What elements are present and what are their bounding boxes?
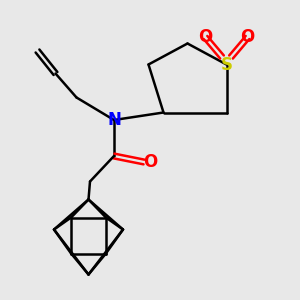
Text: O: O bbox=[143, 153, 157, 171]
Text: O: O bbox=[198, 28, 213, 46]
Text: O: O bbox=[240, 28, 255, 46]
Text: S: S bbox=[220, 56, 232, 74]
Text: N: N bbox=[107, 111, 121, 129]
